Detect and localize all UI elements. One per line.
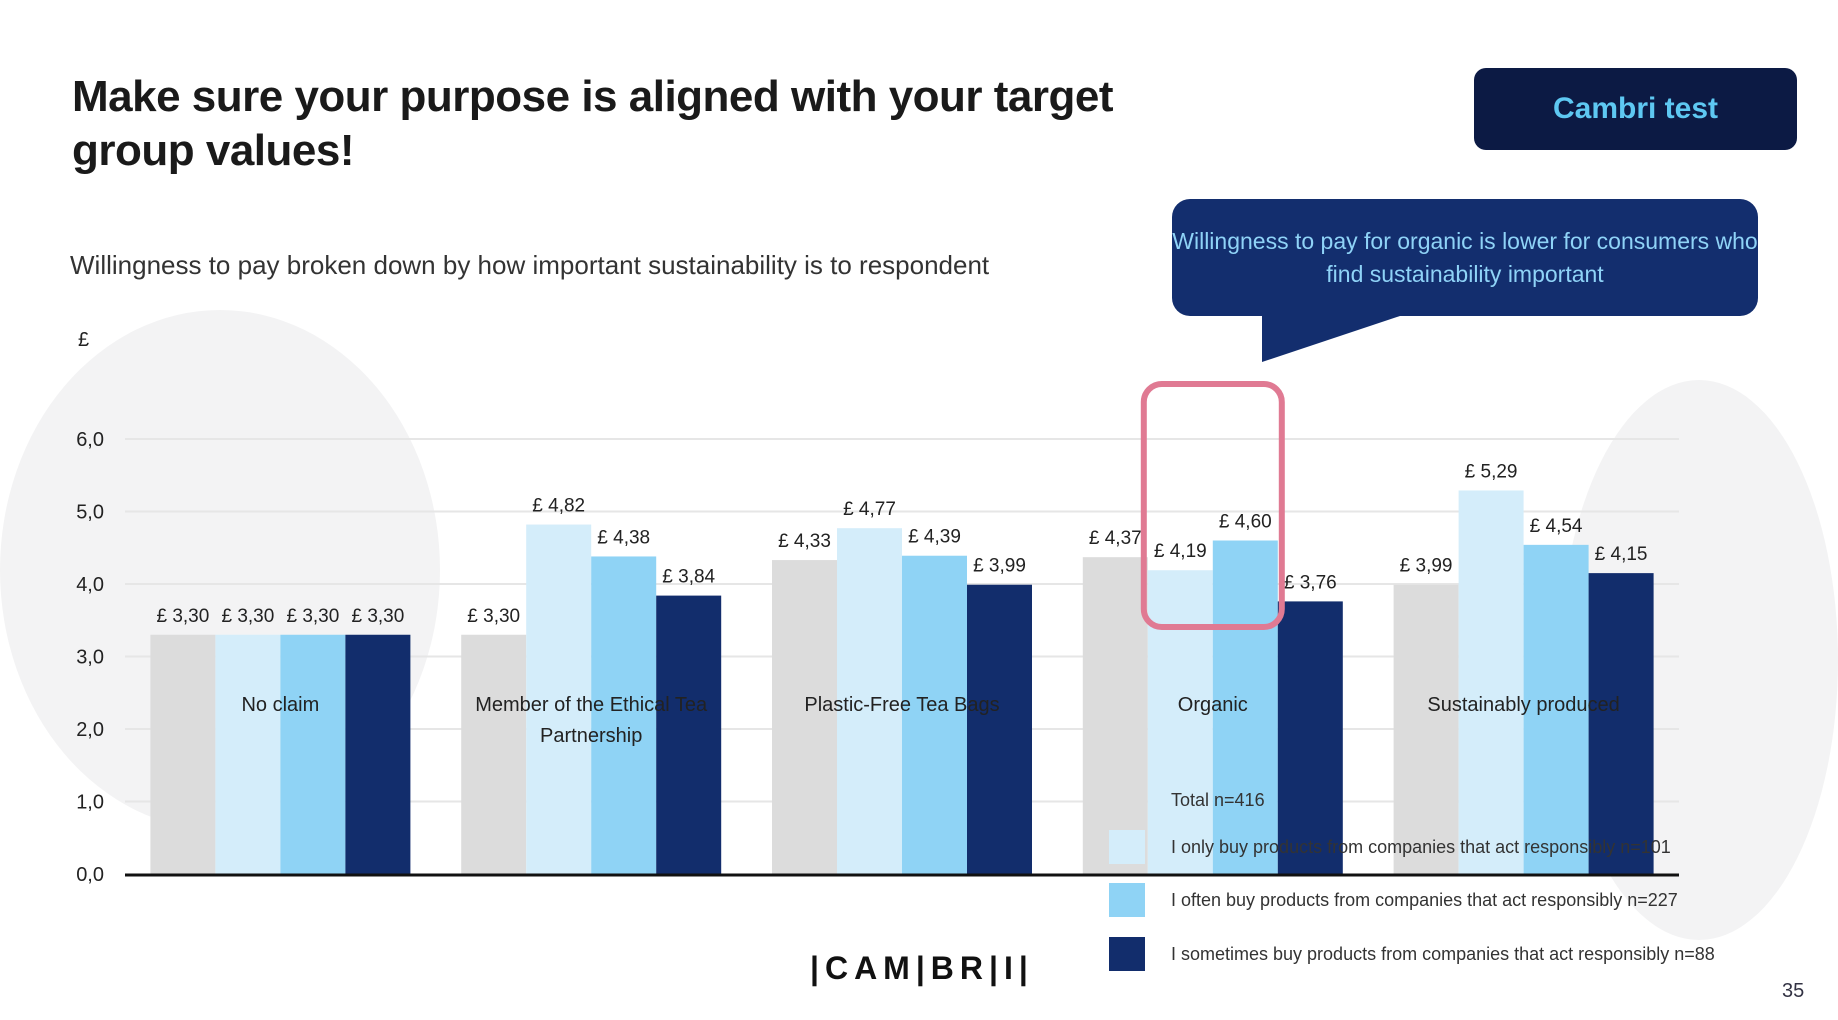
bar <box>902 555 967 874</box>
data-label: £ 3,99 <box>973 556 1026 577</box>
data-label: £ 4,37 <box>1089 528 1142 549</box>
cambri-logo: |CAM|BR|I| <box>810 950 1034 986</box>
data-label: £ 3,30 <box>156 606 209 627</box>
y-tick-label: 3,0 <box>76 647 104 669</box>
legend-label: Total n=416 <box>1171 789 1265 810</box>
data-label: £ 4,54 <box>1530 516 1583 537</box>
data-label: £ 4,77 <box>843 499 896 520</box>
y-axis-label: £ <box>78 329 89 351</box>
bar <box>837 528 902 874</box>
bar <box>1212 540 1278 874</box>
bar <box>280 634 346 874</box>
callout-tail <box>1262 312 1412 362</box>
bar <box>461 634 527 874</box>
y-tick-label: 5,0 <box>76 502 104 524</box>
data-label: £ 3,84 <box>662 567 715 588</box>
legend-item: I often buy products from companies that… <box>1109 883 1678 917</box>
bar <box>1393 584 1459 874</box>
cambri-test-badge: Cambri test <box>1474 68 1797 150</box>
data-label: £ 4,82 <box>532 496 585 517</box>
legend-item: I only buy products from companies that … <box>1109 830 1671 864</box>
x-tick-label: Member of the Ethical Tea Partnership <box>475 694 708 747</box>
bar <box>967 584 1032 874</box>
data-label: £ 5,29 <box>1465 461 1518 482</box>
bar <box>1147 570 1213 874</box>
bar <box>1082 557 1148 874</box>
x-tick-label: Sustainably produced <box>1427 694 1620 716</box>
bar <box>1523 544 1589 874</box>
legend-swatch <box>1109 830 1145 864</box>
x-tick-label: Organic <box>1177 694 1248 716</box>
y-tick-label: 1,0 <box>76 792 104 814</box>
legend-swatch <box>1109 883 1145 917</box>
data-label: £ 4,19 <box>1154 541 1207 562</box>
y-tick-label: 2,0 <box>76 719 104 741</box>
legend-label: I often buy products from companies that… <box>1171 889 1678 910</box>
bar <box>215 634 281 874</box>
y-tick-label: 0,0 <box>76 864 104 886</box>
bar <box>1277 601 1343 874</box>
legend-swatch <box>1109 937 1145 971</box>
bar <box>591 556 657 874</box>
data-label: £ 4,33 <box>778 531 831 552</box>
page-number: 35 <box>1782 980 1805 1002</box>
x-tick-label: Plastic-Free Tea Bags <box>804 694 1000 716</box>
bar <box>526 524 592 874</box>
bar <box>1588 573 1654 874</box>
chart-subtitle: Willingness to pay broken down by how im… <box>70 250 990 280</box>
data-label: £ 4,15 <box>1595 544 1648 565</box>
bar <box>345 634 411 874</box>
legend-item: Total n=416 <box>1109 783 1265 817</box>
data-label: £ 4,38 <box>597 527 650 548</box>
y-tick-label: 4,0 <box>76 574 104 596</box>
data-label: £ 3,30 <box>286 606 339 627</box>
y-tick-label: 6,0 <box>76 429 104 451</box>
highlight-box <box>1140 381 1285 630</box>
data-label: £ 3,30 <box>351 606 404 627</box>
data-label: £ 3,99 <box>1400 556 1453 577</box>
page-title: Make sure your purpose is aligned with y… <box>72 72 1114 175</box>
bar <box>772 560 837 874</box>
x-tick-label: No claim <box>241 694 320 716</box>
data-label: £ 4,39 <box>908 527 961 548</box>
data-label: £ 3,30 <box>221 606 274 627</box>
legend-item: I sometimes buy products from companies … <box>1109 937 1715 971</box>
legend-label: I only buy products from companies that … <box>1171 836 1671 857</box>
data-label: £ 4,60 <box>1219 512 1272 533</box>
data-label: £ 3,76 <box>1284 572 1337 593</box>
data-label: £ 3,30 <box>467 606 520 627</box>
bar <box>150 634 216 874</box>
bar <box>1458 490 1524 874</box>
legend-label: I sometimes buy products from companies … <box>1171 943 1715 964</box>
legend-swatch <box>1109 783 1145 817</box>
callout-bubble: Willingness to pay for organic is lower … <box>1172 199 1758 316</box>
bar <box>656 595 722 874</box>
